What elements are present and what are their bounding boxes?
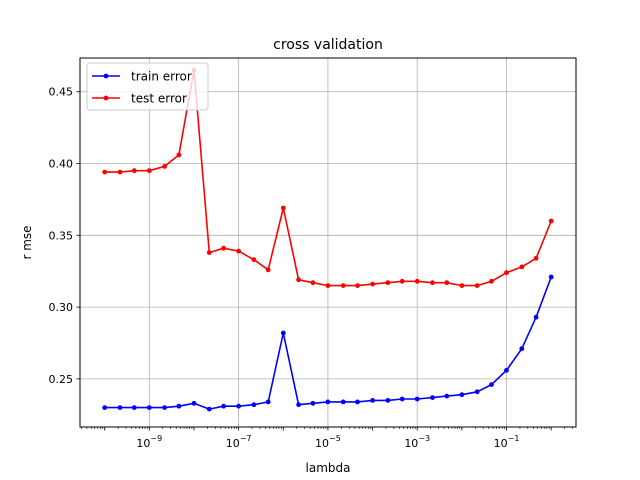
x-tick-label: 10−7 — [226, 434, 252, 450]
data-point — [519, 264, 525, 270]
data-point — [131, 405, 137, 410]
data-point — [206, 406, 212, 412]
data-point — [146, 405, 152, 410]
data-point — [504, 367, 509, 373]
data-point — [340, 399, 346, 405]
data-point — [296, 277, 301, 283]
data-point — [519, 346, 525, 352]
data-point — [221, 245, 227, 251]
data-point — [474, 283, 480, 288]
y-axis: 0.25 0.30 0.35 0.40 0.45 — [49, 86, 80, 386]
data-point — [117, 405, 123, 410]
data-point — [310, 400, 316, 406]
legend: train error test error — [86, 62, 209, 111]
data-point — [280, 330, 286, 336]
legend-label: train error — [131, 70, 192, 84]
chart-title: cross validation — [273, 37, 383, 53]
y-tick-label: 0.40 — [49, 158, 74, 171]
data-point — [444, 280, 450, 286]
y-tick-label: 0.35 — [49, 229, 74, 242]
data-point — [399, 396, 405, 402]
x-tick-label: 10−5 — [315, 434, 341, 450]
data-point — [504, 270, 509, 276]
data-point — [355, 399, 360, 405]
data-point — [548, 218, 554, 224]
data-point — [325, 399, 331, 405]
data-point — [102, 405, 108, 410]
legend-marker — [103, 73, 109, 79]
x-tick-label: 10−9 — [136, 434, 162, 450]
data-point — [265, 399, 271, 405]
data-point — [459, 283, 465, 288]
data-point — [533, 314, 539, 320]
x-tick-label: 10−3 — [404, 434, 430, 450]
data-point — [176, 403, 182, 409]
data-point — [251, 402, 257, 408]
y-axis-label: r mse — [20, 225, 34, 259]
data-point — [221, 403, 227, 409]
data-point — [370, 398, 375, 403]
data-point — [548, 274, 554, 280]
data-point — [414, 396, 420, 402]
data-point — [236, 248, 242, 254]
x-axis-label: lambda — [306, 461, 351, 475]
data-point — [191, 400, 197, 406]
data-point — [296, 402, 301, 408]
y-tick-label: 0.25 — [49, 373, 74, 386]
data-point — [489, 382, 494, 387]
data-point — [280, 205, 286, 211]
data-point — [459, 392, 465, 398]
data-point — [206, 250, 212, 256]
data-point — [399, 278, 405, 284]
data-point — [176, 152, 182, 158]
data-point — [489, 278, 494, 284]
data-point — [430, 280, 435, 286]
data-point — [385, 280, 391, 286]
data-point — [102, 169, 108, 175]
data-point — [444, 393, 450, 399]
data-point — [474, 389, 480, 395]
data-point — [385, 398, 391, 403]
data-point — [310, 280, 316, 286]
data-point — [370, 281, 375, 287]
y-tick-label: 0.30 — [49, 301, 74, 314]
legend-label: test error — [131, 92, 187, 106]
data-point — [430, 395, 435, 400]
data-point — [414, 278, 420, 284]
data-point — [265, 267, 271, 273]
legend-marker — [103, 95, 109, 101]
series-0 — [102, 274, 554, 412]
data-point — [533, 255, 539, 261]
data-point — [131, 168, 137, 174]
data-point — [117, 169, 123, 175]
data-point — [251, 257, 257, 263]
data-point — [146, 168, 152, 174]
data-point — [325, 283, 331, 288]
data-point — [340, 283, 346, 288]
x-axis: 10−9 10−7 10−5 10−3 10−1 — [81, 427, 573, 450]
data-point — [236, 403, 242, 409]
data-point — [162, 164, 168, 169]
data-point — [355, 283, 360, 288]
y-tick-label: 0.45 — [49, 86, 74, 99]
grid — [80, 58, 576, 427]
x-tick-label: 10−1 — [494, 434, 520, 450]
data-point — [162, 405, 168, 410]
series-1 — [102, 67, 554, 288]
series-layer — [102, 67, 554, 412]
